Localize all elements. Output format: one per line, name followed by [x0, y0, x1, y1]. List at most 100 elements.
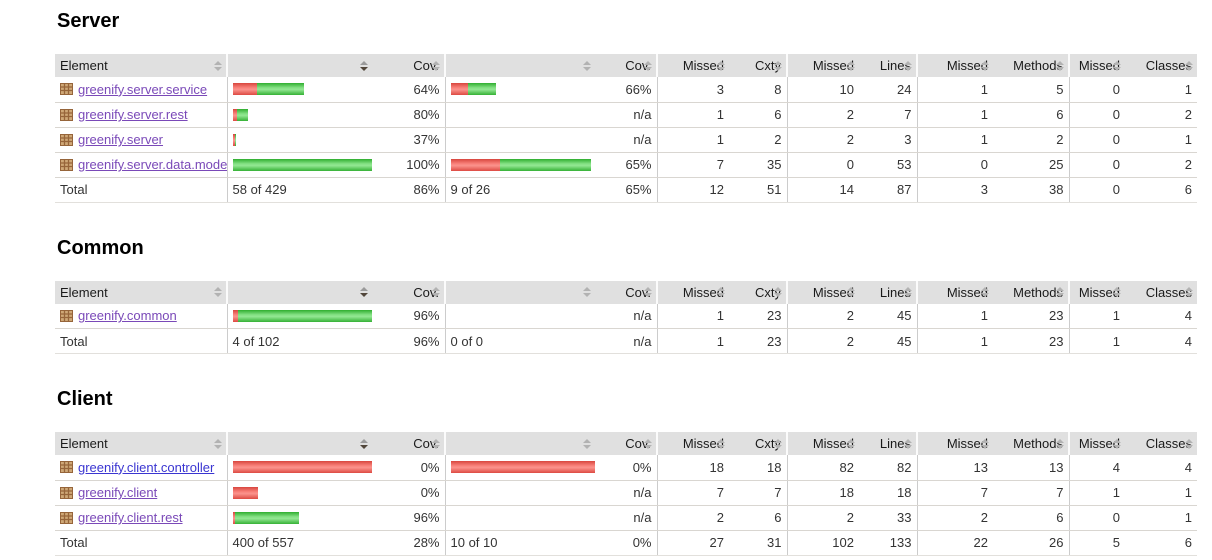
total-instructions-cell: 58 of 429 — [226, 177, 372, 203]
column-header-classes[interactable]: Classes — [1125, 432, 1197, 455]
sort-icon — [1185, 287, 1193, 297]
column-header-missed-instructions[interactable]: Missed Instructions — [226, 280, 372, 304]
branch-missed-bar — [450, 83, 468, 96]
cell-missed-methods: 1 — [916, 77, 993, 103]
column-label-missed-lines: Missed — [812, 436, 854, 451]
sort-down-arrow-icon — [360, 66, 368, 71]
table-row: greenify.server 37% n/a 1 2 2 3 1 2 0 1 — [55, 127, 1197, 153]
cell-missed-lines: 18 — [786, 480, 859, 506]
package-link[interactable]: greenify.server.rest — [78, 107, 188, 122]
sort-icon — [981, 438, 989, 449]
total-missed-methods: 22 — [916, 530, 993, 556]
sort-icon — [717, 60, 725, 71]
package-link[interactable]: greenify.client — [78, 485, 158, 500]
table-row: greenify.server.data.model 100% 65% 7 35 0 53 0… — [55, 152, 1197, 178]
sort-up-arrow-icon — [981, 287, 989, 291]
column-header-cxty[interactable]: Cxty — [729, 54, 787, 77]
column-header-missed-lines[interactable]: Missed — [786, 54, 859, 77]
column-header-missed-classes[interactable]: Missed — [1068, 432, 1125, 455]
column-header-missed-methods[interactable]: Missed — [916, 280, 993, 304]
sort-up-arrow-icon — [981, 438, 989, 443]
column-header-missed-instructions[interactable]: Missed Instructions — [226, 432, 372, 455]
total-missed-cxty: 12 — [656, 177, 729, 203]
column-header-classes[interactable]: Classes — [1125, 280, 1197, 304]
cell-lines: 45 — [859, 303, 917, 329]
cell-missed-classes: 0 — [1068, 505, 1125, 531]
column-header-instructions-cov[interactable]: Cov. — [372, 432, 445, 455]
package-link[interactable]: greenify.client.controller — [78, 459, 215, 475]
column-header-lines[interactable]: Lines — [859, 280, 917, 304]
table-row: greenify.client.controller 0% 0% 18 18 82 82 13… — [55, 455, 1197, 481]
cell-missed-cxty: 18 — [656, 455, 729, 481]
cell-missed-cxty: 2 — [656, 505, 729, 531]
package-link[interactable]: greenify.common — [78, 308, 177, 324]
column-header-element[interactable]: Element — [55, 54, 227, 77]
sort-up-arrow-icon — [847, 287, 855, 291]
cell-classes: 1 — [1125, 505, 1197, 531]
total-instructions-text: 400 of 557 — [232, 535, 294, 550]
column-header-branches-cov[interactable]: Cov. — [595, 280, 657, 304]
column-header-instructions-cov[interactable]: Cov. — [372, 280, 445, 304]
column-header-missed-cxty[interactable]: Missed — [656, 432, 729, 455]
sort-down-arrow-icon — [1113, 293, 1121, 297]
cell-cxty: 7 — [729, 480, 787, 506]
branches-cov-cell: n/a — [595, 102, 657, 128]
package-link[interactable]: greenify.server — [78, 132, 164, 147]
sort-down-arrow-icon — [432, 66, 440, 71]
sort-up-arrow-icon — [214, 60, 222, 65]
column-header-methods[interactable]: Methods — [993, 432, 1069, 455]
total-lines: 87 — [859, 177, 917, 203]
column-header-methods[interactable]: Methods — [993, 54, 1069, 77]
sort-icon — [1113, 287, 1121, 297]
cell-missed-methods: 1 — [916, 127, 993, 153]
total-methods: 38 — [993, 177, 1069, 203]
column-header-missed-lines[interactable]: Missed — [786, 432, 859, 455]
total-missed-lines: 102 — [786, 530, 859, 556]
column-header-missed-classes[interactable]: Missed — [1068, 280, 1125, 304]
column-header-instructions-cov[interactable]: Cov. — [372, 54, 445, 77]
column-header-classes[interactable]: Classes — [1125, 54, 1197, 77]
column-header-missed-lines[interactable]: Missed — [786, 280, 859, 304]
column-header-missed-instructions[interactable]: Missed Instructions — [226, 54, 372, 77]
column-header-missed-methods[interactable]: Missed — [916, 54, 993, 77]
section-client: ClientElementMissed InstructionsCov.Miss… — [55, 388, 1212, 556]
sort-down-arrow-icon — [432, 293, 440, 297]
element-cell: greenify.server.service — [55, 77, 227, 103]
column-header-missed-methods[interactable]: Missed — [916, 432, 993, 455]
column-header-cxty[interactable]: Cxty — [729, 280, 787, 304]
column-header-missed-branches[interactable]: Missed Branches — [444, 54, 595, 77]
sort-icon — [360, 287, 368, 297]
sort-down-arrow-icon — [1185, 66, 1193, 71]
package-link[interactable]: greenify.client.rest — [78, 510, 183, 525]
column-header-element[interactable]: Element — [55, 432, 227, 455]
sort-icon — [847, 60, 855, 71]
column-header-lines[interactable]: Lines — [859, 432, 917, 455]
column-header-missed-cxty[interactable]: Missed — [656, 280, 729, 304]
column-header-methods[interactable]: Methods — [993, 280, 1069, 304]
branches-cov-cell: 0% — [595, 455, 657, 481]
sort-down-arrow-icon — [847, 293, 855, 297]
sort-up-arrow-icon — [1056, 438, 1064, 443]
column-header-branches-cov[interactable]: Cov. — [595, 54, 657, 77]
column-header-branches-cov[interactable]: Cov. — [595, 432, 657, 455]
column-header-element[interactable]: Element — [55, 280, 227, 304]
column-header-cxty[interactable]: Cxty — [729, 432, 787, 455]
element-cell: greenify.server.data.model — [55, 152, 227, 178]
column-header-lines[interactable]: Lines — [859, 54, 917, 77]
sort-up-arrow-icon — [583, 60, 591, 65]
instr-bar-cell — [226, 102, 372, 128]
column-header-missed-classes[interactable]: Missed — [1068, 54, 1125, 77]
sort-up-arrow-icon — [432, 60, 440, 65]
cell-missed-methods: 13 — [916, 455, 993, 481]
sort-icon — [214, 287, 222, 297]
sort-icon — [583, 287, 591, 297]
column-header-missed-branches[interactable]: Missed Branches — [444, 280, 595, 304]
sort-icon — [1185, 438, 1193, 449]
package-link[interactable]: greenify.server.data.model — [78, 157, 227, 172]
cell-methods: 5 — [993, 77, 1069, 103]
column-label-element: Element — [60, 58, 108, 73]
total-row: Total 4 of 102 96% 0 of 0 n/a 1 23 2 45 1 23 1 4 — [55, 328, 1197, 354]
package-link[interactable]: greenify.server.service — [78, 81, 208, 97]
column-header-missed-branches[interactable]: Missed Branches — [444, 432, 595, 455]
column-header-missed-cxty[interactable]: Missed — [656, 54, 729, 77]
